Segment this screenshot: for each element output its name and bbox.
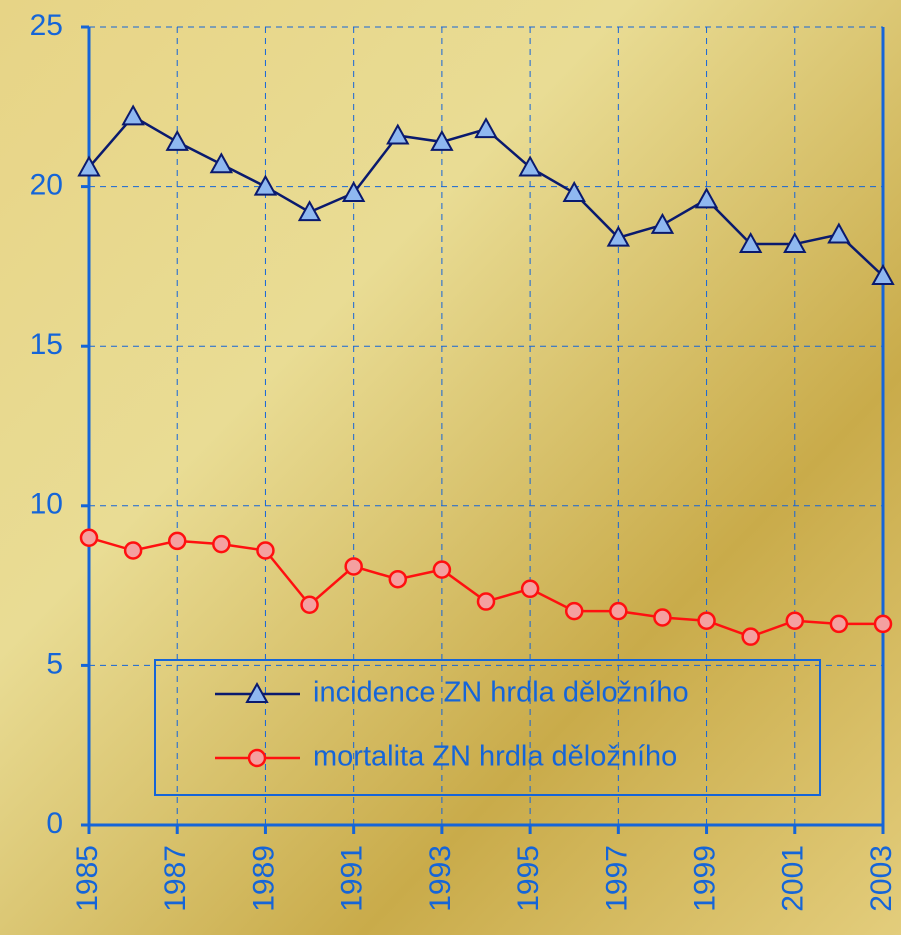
x-tick-label: 1999 [688, 845, 721, 912]
marker [79, 528, 99, 547]
marker [520, 579, 540, 599]
marker [650, 212, 675, 234]
marker [783, 231, 807, 254]
y-tick-label: 10 [30, 488, 63, 521]
marker [738, 231, 763, 254]
x-tick-label: 2003 [865, 845, 898, 912]
marker [388, 569, 408, 589]
marker [121, 104, 145, 126]
marker [300, 595, 319, 615]
marker [606, 225, 631, 247]
marker [77, 155, 101, 177]
x-tick-label: 1989 [247, 845, 280, 912]
marker [344, 557, 363, 576]
legend-label: mortalita ZN hrdla děložního [313, 741, 677, 773]
marker [474, 117, 498, 139]
legend-box [154, 659, 821, 796]
marker [564, 601, 584, 621]
marker [785, 611, 805, 630]
marker [653, 608, 672, 627]
x-tick-label: 1995 [512, 845, 545, 912]
marker [697, 611, 716, 630]
marker [827, 222, 851, 244]
legend-marker [245, 681, 269, 703]
marker [123, 541, 143, 560]
marker [609, 601, 628, 621]
marker [165, 129, 189, 151]
x-tick-label: 1991 [336, 845, 369, 912]
x-tick-label: 1987 [159, 845, 192, 912]
marker [167, 531, 187, 551]
y-tick-label: 5 [46, 647, 63, 680]
legend-marker [247, 748, 267, 768]
marker [297, 200, 322, 222]
x-tick-label: 1993 [424, 845, 457, 912]
marker [476, 592, 496, 611]
x-tick-label: 1997 [600, 845, 633, 912]
marker [430, 129, 454, 151]
y-tick-label: 25 [30, 9, 63, 42]
y-tick-label: 20 [30, 169, 63, 202]
marker [212, 534, 231, 554]
marker [694, 187, 719, 209]
marker [386, 123, 410, 145]
marker [209, 152, 234, 174]
y-tick-label: 0 [46, 807, 63, 840]
marker [741, 627, 760, 646]
marker [871, 263, 895, 285]
marker [873, 614, 893, 634]
marker [432, 560, 452, 579]
x-tick-label: 1985 [71, 845, 104, 912]
marker [256, 541, 275, 560]
legend-label: incidence ZN hrdla děložního [313, 677, 689, 709]
marker [341, 180, 366, 202]
marker [562, 180, 586, 202]
x-tick-label: 2001 [777, 845, 810, 912]
marker [518, 155, 542, 177]
y-tick-label: 15 [30, 328, 63, 361]
marker [253, 174, 278, 196]
marker [829, 614, 849, 634]
